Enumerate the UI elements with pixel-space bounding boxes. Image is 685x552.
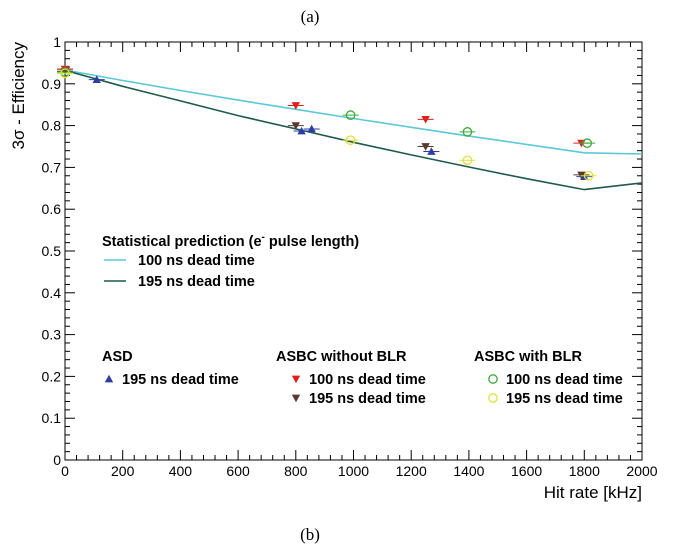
- x-tick-label: 1200: [396, 463, 427, 479]
- data-point: [462, 155, 473, 166]
- y-tick-label: 0.5: [42, 243, 62, 259]
- prediction-curve-195ns: [64, 69, 643, 191]
- prediction-curves: [64, 69, 643, 191]
- data-point: [421, 143, 430, 151]
- legend-prediction-100ns: 100 ns dead time: [138, 253, 255, 269]
- x-axis-label: Hit rate [kHz]: [544, 483, 642, 502]
- legend-asbc-blr-title: ASBC with BLR: [474, 349, 582, 365]
- data-point: [582, 138, 593, 149]
- y-tick-label: 1: [53, 34, 61, 50]
- data-point: [421, 115, 430, 124]
- legend-asd: ASD 195 ns dead time: [102, 349, 239, 388]
- legend-prediction-title: Statistical prediction (e- pulse length): [102, 232, 359, 250]
- y-tick-label: 0.8: [42, 118, 62, 134]
- legend-prediction: Statistical prediction (e- pulse length)…: [102, 232, 359, 290]
- legend-asbc-blr-100ns: 100 ns dead time: [506, 372, 623, 388]
- legend-asbc-blr-195ns: 195 ns dead time: [506, 391, 623, 407]
- y-tick-label: 0.6: [42, 201, 62, 217]
- data-points: [57, 64, 597, 181]
- x-tick-label: 200: [111, 463, 135, 479]
- x-tick-label: 1400: [453, 463, 484, 479]
- y-tick-label: 0: [53, 452, 61, 468]
- legend-markers: [104, 374, 498, 403]
- data-point: [427, 147, 436, 155]
- legend-asd-title: ASD: [102, 349, 133, 365]
- legend-marker-asbc-noblr-195ns: [291, 394, 301, 403]
- legend-prediction-195ns: 195 ns dead time: [138, 274, 255, 290]
- data-point: [345, 135, 356, 146]
- legend-marker-asbc-blr-100ns: [488, 374, 498, 384]
- y-tick-label: 0.4: [42, 285, 62, 301]
- x-tick-label: 1600: [511, 463, 542, 479]
- data-point: [92, 75, 101, 83]
- legend-asd-195ns: 195 ns dead time: [122, 372, 239, 388]
- data-point: [462, 127, 473, 137]
- y-tick-label: 0.2: [42, 368, 62, 384]
- legend-asbc-with-blr: ASBC with BLR 100 ns dead time 195 ns de…: [474, 349, 623, 407]
- legend-asbc-without-blr: ASBC without BLR 100 ns dead time 195 ns…: [276, 349, 426, 407]
- y-tick-label: 0.1: [42, 410, 62, 426]
- data-point: [345, 110, 356, 121]
- data-point: [60, 68, 70, 79]
- legend-marker-asbc-blr-195ns: [488, 393, 498, 403]
- x-tick-label: 1800: [569, 463, 600, 479]
- data-point: [291, 122, 300, 130]
- y-tick-label: 0.9: [42, 76, 62, 92]
- y-tick-label: 0.7: [42, 159, 62, 175]
- caption-a: (a): [301, 7, 320, 26]
- data-point: [583, 170, 594, 181]
- y-tick-label: 0.3: [42, 327, 62, 343]
- x-tick-label: 600: [226, 463, 250, 479]
- tick-labels: 0 200 400 600 800 1000 1200 1400 1600 1800 2000 0 0.…: [42, 34, 658, 479]
- x-tick-label: 2000: [626, 463, 657, 479]
- caption-b: (b): [300, 525, 320, 544]
- data-point: [291, 102, 300, 110]
- y-axis-label: 3σ - Efficiency: [9, 42, 28, 150]
- data-point: [307, 124, 316, 133]
- legend-asbc-noblr-195ns: 195 ns dead time: [309, 391, 426, 407]
- legend-marker-asbc-noblr-100ns: [291, 375, 301, 384]
- x-tick-label: 800: [284, 463, 308, 479]
- data-point: [297, 126, 306, 135]
- x-tick-label: 0: [61, 463, 69, 479]
- legend-asbc-noblr-100ns: 100 ns dead time: [309, 372, 426, 388]
- x-tick-label: 1000: [338, 463, 369, 479]
- legend-asbc-noblr-title: ASBC without BLR: [276, 349, 407, 365]
- x-tick-label: 400: [169, 463, 193, 479]
- legend-marker-asd-195ns: [104, 374, 114, 383]
